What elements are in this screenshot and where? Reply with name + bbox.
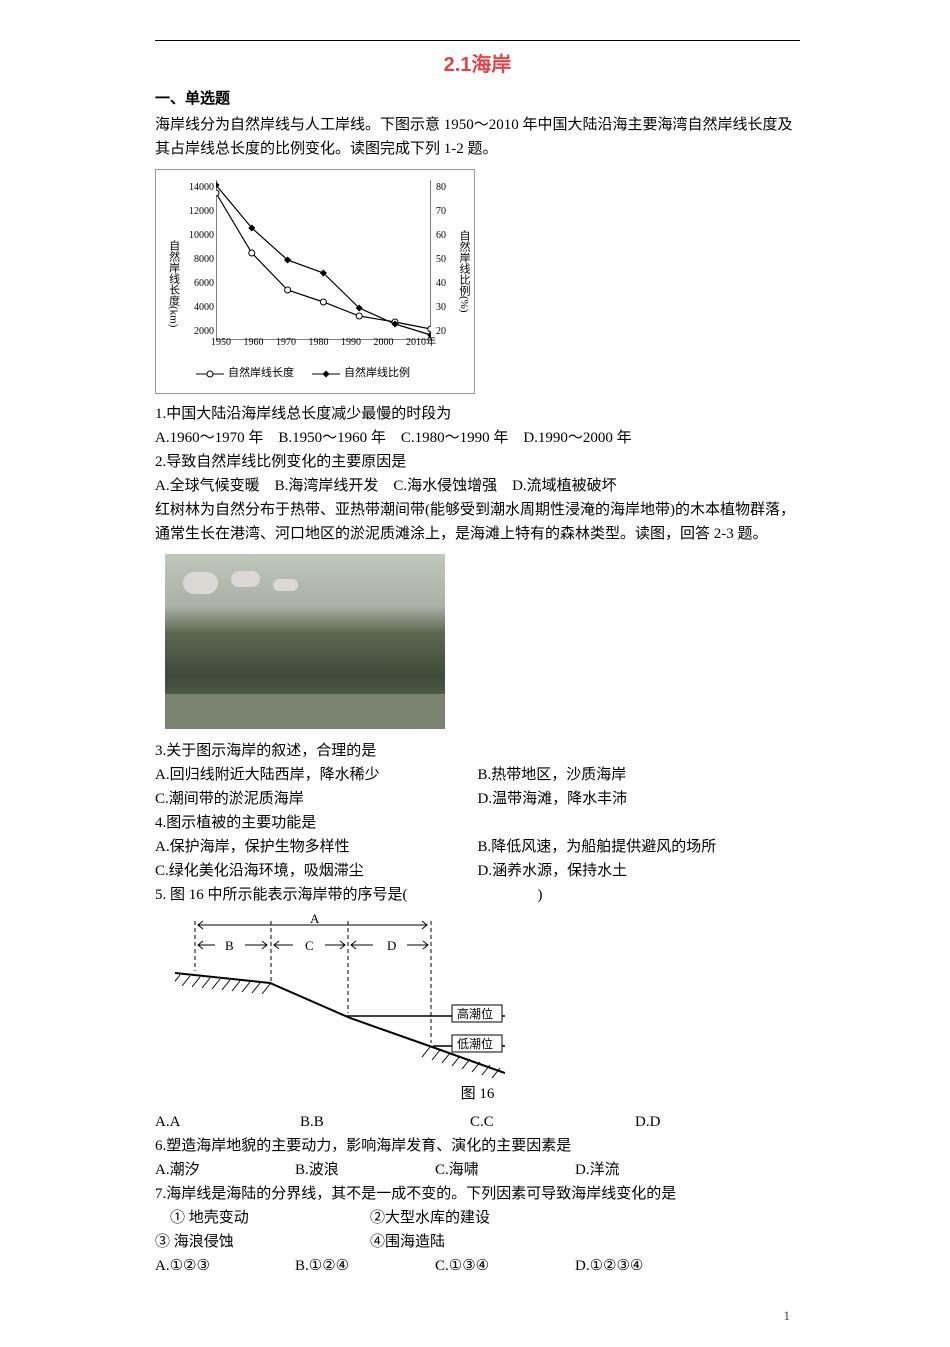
question-3-options: A.回归线附近大陆西岸，降水稀少 B.热带地区，沙质海岸 C.潮间带的淤泥质海岸…	[155, 763, 800, 811]
line-chart-figure: 自然岸线长度(km) 14000 12000 10000 8000 6000 4…	[155, 169, 475, 394]
legend-item-ratio: 自然岸线比例	[312, 365, 410, 383]
question-2-options: A.全球气候变暖 B.海湾岸线开发 C.海水侵蚀增强 D.流域植被破坏	[155, 474, 800, 498]
option-c: C.绿化美化沿海环境，吸烟滞尘	[155, 859, 478, 883]
factor-3: ③ 海浪侵蚀	[155, 1230, 370, 1254]
factor-2: ②大型水库的建设	[370, 1206, 490, 1230]
page-number: 1	[155, 1306, 800, 1327]
tick: 1960	[244, 335, 264, 351]
tick: 4000	[184, 300, 214, 316]
y-axis-right-ticks: 80 70 60 50 40 30 20	[436, 180, 456, 340]
question-1: 1.中国大陆沿海岸线总长度减少最慢的时段为	[155, 402, 800, 426]
q5-close-paren: )	[538, 883, 543, 907]
option-a: A.保护海岸，保护生物多样性	[155, 835, 478, 859]
question-7: 7.海岸线是海陆的分界线，其不是一成不变的。下列因素可导致海岸线变化的是	[155, 1182, 800, 1206]
tick: 60	[436, 228, 456, 244]
tick: 8000	[184, 252, 214, 268]
mangrove-photo	[165, 554, 445, 729]
option-d: D.温带海滩，降水丰沛	[478, 787, 801, 811]
option-a: A.回归线附近大陆西岸，降水稀少	[155, 763, 478, 787]
q5-text: 5. 图 16 中所示能表示海岸带的序号是(	[155, 883, 408, 907]
option-d: D.D	[635, 1110, 660, 1134]
tick: 1990	[341, 335, 361, 351]
option-c: C.①③④	[435, 1254, 575, 1278]
x-axis-labels: 1950 1960 1970 1980 1990 2000 2010年	[211, 335, 436, 351]
option-a: A.A	[155, 1110, 300, 1134]
question-6-options: A.潮汐 B.波浪 C.海啸 D.洋流	[155, 1158, 800, 1182]
y-axis-left-label: 自然岸线长度(km)	[164, 240, 182, 327]
option-c: C.海啸	[435, 1158, 575, 1182]
length-series-line	[216, 193, 431, 329]
option-d: D.涵养水源，保持水土	[478, 859, 801, 883]
intro-text-2: 红树林为自然分布于热带、亚热带潮间带(能够受到潮水周期性浸淹的海岸地带)的木本植…	[155, 498, 800, 546]
tick: 80	[436, 180, 456, 196]
question-1-options: A.1960～1970 年 B.1950～1960 年 C.1980～1990 …	[155, 426, 800, 450]
factor-4: ④围海造陆	[370, 1230, 445, 1254]
ratio-series-line	[216, 185, 431, 335]
low-tide-label: 低潮位	[457, 1036, 493, 1051]
C-label: C	[305, 938, 314, 953]
option-a: A.潮汐	[155, 1158, 295, 1182]
option-d: D.洋流	[575, 1158, 620, 1182]
A-label: A	[310, 913, 320, 926]
intro-text-1: 海岸线分为自然岸线与人工岸线。下图示意 1950～2010 年中国大陆沿海主要海…	[155, 113, 800, 161]
option-b: B.降低风速，为船舶提供避风的场所	[478, 835, 801, 859]
question-7-factors-row2: ③ 海浪侵蚀 ④围海造陆	[155, 1230, 800, 1254]
legend-item-length: 自然岸线长度	[196, 365, 294, 383]
y-axis-left-ticks: 14000 12000 10000 8000 6000 4000 2000	[184, 180, 214, 340]
tick: 6000	[184, 276, 214, 292]
tick: 30	[436, 300, 456, 316]
figure-16-svg: 高潮位 低潮位 A B C D	[175, 913, 505, 1078]
top-rule	[155, 40, 800, 41]
option-b: B.①②④	[295, 1254, 435, 1278]
tick: 20	[436, 324, 456, 340]
option-c: C.潮间带的淤泥质海岸	[155, 787, 478, 811]
factor-1: ① 地壳变动	[155, 1206, 370, 1230]
ratio-series-markers	[216, 181, 431, 338]
question-6: 6.塑造海岸地貌的主要动力，影响海岸发育、演化的主要因素是	[155, 1134, 800, 1158]
length-series-markers	[216, 190, 431, 332]
question-2: 2.导致自然岸线比例变化的主要原因是	[155, 450, 800, 474]
question-7-options: A.①②③ B.①②④ C.①③④ D.①②③④	[155, 1254, 800, 1278]
tick: 70	[436, 204, 456, 220]
tick: 10000	[184, 228, 214, 244]
option-b: B.波浪	[295, 1158, 435, 1182]
legend-label: 自然岸线长度	[228, 365, 294, 383]
figure-16-caption: 图 16	[155, 1082, 800, 1106]
tick: 40	[436, 276, 456, 292]
tick: 14000	[184, 180, 214, 196]
option-a: A.①②③	[155, 1254, 295, 1278]
section-heading: 一、单选题	[155, 87, 800, 111]
tick: 1980	[309, 335, 329, 351]
tick: 1970	[276, 335, 296, 351]
option-b: B.热带地区，沙质海岸	[478, 763, 801, 787]
question-4: 4.图示植被的主要功能是	[155, 811, 800, 835]
high-tide-label: 高潮位	[457, 1006, 493, 1021]
option-c: C.C	[470, 1110, 635, 1134]
chart-svg	[216, 180, 431, 340]
page-title: 2.1海岸	[155, 49, 800, 81]
legend-label: 自然岸线比例	[344, 365, 410, 383]
tick: 2000	[184, 324, 214, 340]
chart-legend: 自然岸线长度 自然岸线比例	[196, 365, 410, 383]
option-b: B.B	[300, 1110, 470, 1134]
tick: 12000	[184, 204, 214, 220]
chart-plot-area	[216, 180, 431, 340]
D-label: D	[387, 938, 396, 953]
figure-16-diagram: 高潮位 低潮位 A B C D	[175, 913, 505, 1078]
tick: 2000	[374, 335, 394, 351]
question-4-options: A.保护海岸，保护生物多样性 B.降低风速，为船舶提供避风的场所 C.绿化美化沿…	[155, 835, 800, 883]
question-5: 5. 图 16 中所示能表示海岸带的序号是( )	[155, 883, 800, 907]
question-3: 3.关于图示海岸的叙述，合理的是	[155, 739, 800, 763]
tick: 2010年	[406, 335, 436, 351]
tick: 50	[436, 252, 456, 268]
y-axis-right-label: 自然岸线比例(%)	[454, 230, 472, 313]
question-7-factors-row1: ① 地壳变动 ②大型水库的建设	[155, 1206, 800, 1230]
question-5-options: A.A B.B C.C D.D	[155, 1110, 800, 1134]
B-label: B	[225, 938, 234, 953]
tick: 1950	[211, 335, 231, 351]
option-d: D.①②③④	[575, 1254, 643, 1278]
